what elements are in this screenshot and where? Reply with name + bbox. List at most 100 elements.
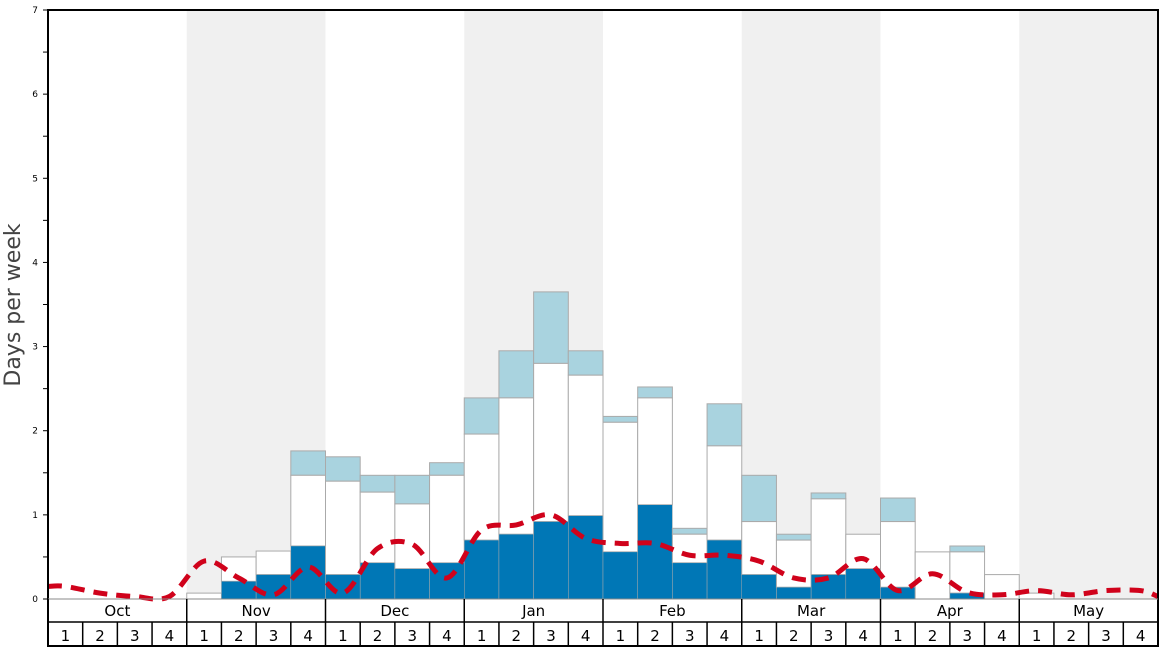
bar-light (949, 545, 986, 553)
week-label: 3 (685, 627, 695, 645)
week-label: 2 (234, 627, 244, 645)
week-label: 4 (581, 627, 591, 645)
week-label: 1 (477, 627, 487, 645)
week-label: 3 (824, 627, 834, 645)
week-label: 4 (1136, 627, 1146, 645)
y-tick-label: 5 (32, 174, 38, 184)
week-label: 1 (199, 627, 209, 645)
week-label: 2 (1067, 627, 1077, 645)
week-label: 4 (442, 627, 452, 645)
bar-middle (602, 421, 639, 553)
week-label: 4 (165, 627, 175, 645)
bar-dark (221, 581, 257, 600)
bar-light (533, 291, 569, 364)
week-label: 2 (95, 627, 105, 645)
week-label: 1 (616, 627, 626, 645)
month-label-dec: Dec (380, 602, 409, 620)
bar-middle (810, 498, 847, 576)
bar-dark (776, 586, 812, 600)
bar-light (671, 527, 708, 535)
bar-light (602, 415, 639, 423)
bar-middle (255, 550, 292, 576)
bar-middle (429, 474, 465, 564)
y-tick-label: 6 (32, 90, 38, 100)
bar-dark (706, 539, 742, 600)
week-label: 1 (338, 627, 348, 645)
bar-dark (672, 562, 708, 600)
month-label-jan: Jan (521, 602, 545, 620)
week-label: 3 (962, 627, 972, 645)
bar-middle (637, 397, 673, 506)
bar-middle (290, 474, 326, 547)
month-label-oct: Oct (104, 602, 130, 620)
y-tick-label: 0 (32, 595, 38, 605)
bar-light (567, 350, 604, 376)
week-label: 2 (789, 627, 799, 645)
week-label: 1 (754, 627, 764, 645)
bar-middle (498, 397, 535, 535)
month-label-apr: Apr (937, 602, 964, 620)
week-label: 3 (407, 627, 417, 645)
bar-middle (741, 521, 777, 576)
bar-light (325, 456, 361, 482)
week-label: 4 (720, 627, 730, 645)
week-label: 2 (512, 627, 522, 645)
bar-middle (671, 533, 708, 564)
bar-dark (637, 504, 673, 600)
bar-middle (359, 491, 396, 564)
week-label: 3 (546, 627, 556, 645)
bar-light (706, 403, 743, 447)
bar-light (880, 497, 916, 523)
week-label: 2 (650, 627, 660, 645)
y-axis-label: Days per week (1, 223, 26, 386)
y-tick-label: 2 (32, 427, 38, 437)
bar-dark (568, 515, 604, 600)
bar-middle (394, 503, 431, 570)
bar-dark (394, 568, 430, 600)
bar-light (359, 474, 396, 493)
month-label-mar: Mar (797, 602, 826, 620)
week-label: 3 (130, 627, 140, 645)
week-label: 4 (303, 627, 313, 645)
bar-light (775, 533, 812, 541)
week-label: 1 (1032, 627, 1042, 645)
bar-dark (845, 568, 881, 600)
bar-middle (880, 521, 916, 588)
month-label-nov: Nov (241, 602, 270, 620)
week-label: 3 (1101, 627, 1111, 645)
bar-dark (741, 574, 777, 600)
y-tick-label: 4 (32, 258, 38, 268)
bar-dark (602, 551, 638, 600)
bar-light (810, 492, 847, 500)
y-tick-label: 1 (32, 511, 38, 521)
month-shade-may (1019, 10, 1158, 599)
week-label: 2 (373, 627, 383, 645)
bar-light (429, 462, 465, 476)
y-tick-label: 3 (32, 343, 38, 353)
week-label: 3 (269, 627, 279, 645)
week-label: 4 (997, 627, 1007, 645)
bar-dark (533, 521, 569, 600)
bar-middle (845, 533, 881, 570)
bar-light (498, 350, 535, 399)
bar-middle (567, 374, 604, 517)
bar-middle (325, 480, 361, 576)
week-label: 1 (893, 627, 903, 645)
week-label: 4 (858, 627, 868, 645)
month-label-feb: Feb (659, 602, 686, 620)
bar-dark (464, 539, 500, 600)
y-tick-label: 7 (32, 6, 38, 16)
bar-light (394, 474, 431, 505)
week-label: 2 (928, 627, 938, 645)
bar-middle (463, 433, 500, 541)
bar-dark (498, 533, 534, 600)
week-label: 1 (61, 627, 71, 645)
bar-light (741, 474, 777, 523)
month-label-may: May (1073, 602, 1104, 620)
bar-light (463, 397, 500, 435)
bar-middle (706, 445, 743, 541)
bar-light (290, 450, 326, 476)
bar-middle (533, 362, 569, 523)
bar-middle (186, 592, 222, 600)
